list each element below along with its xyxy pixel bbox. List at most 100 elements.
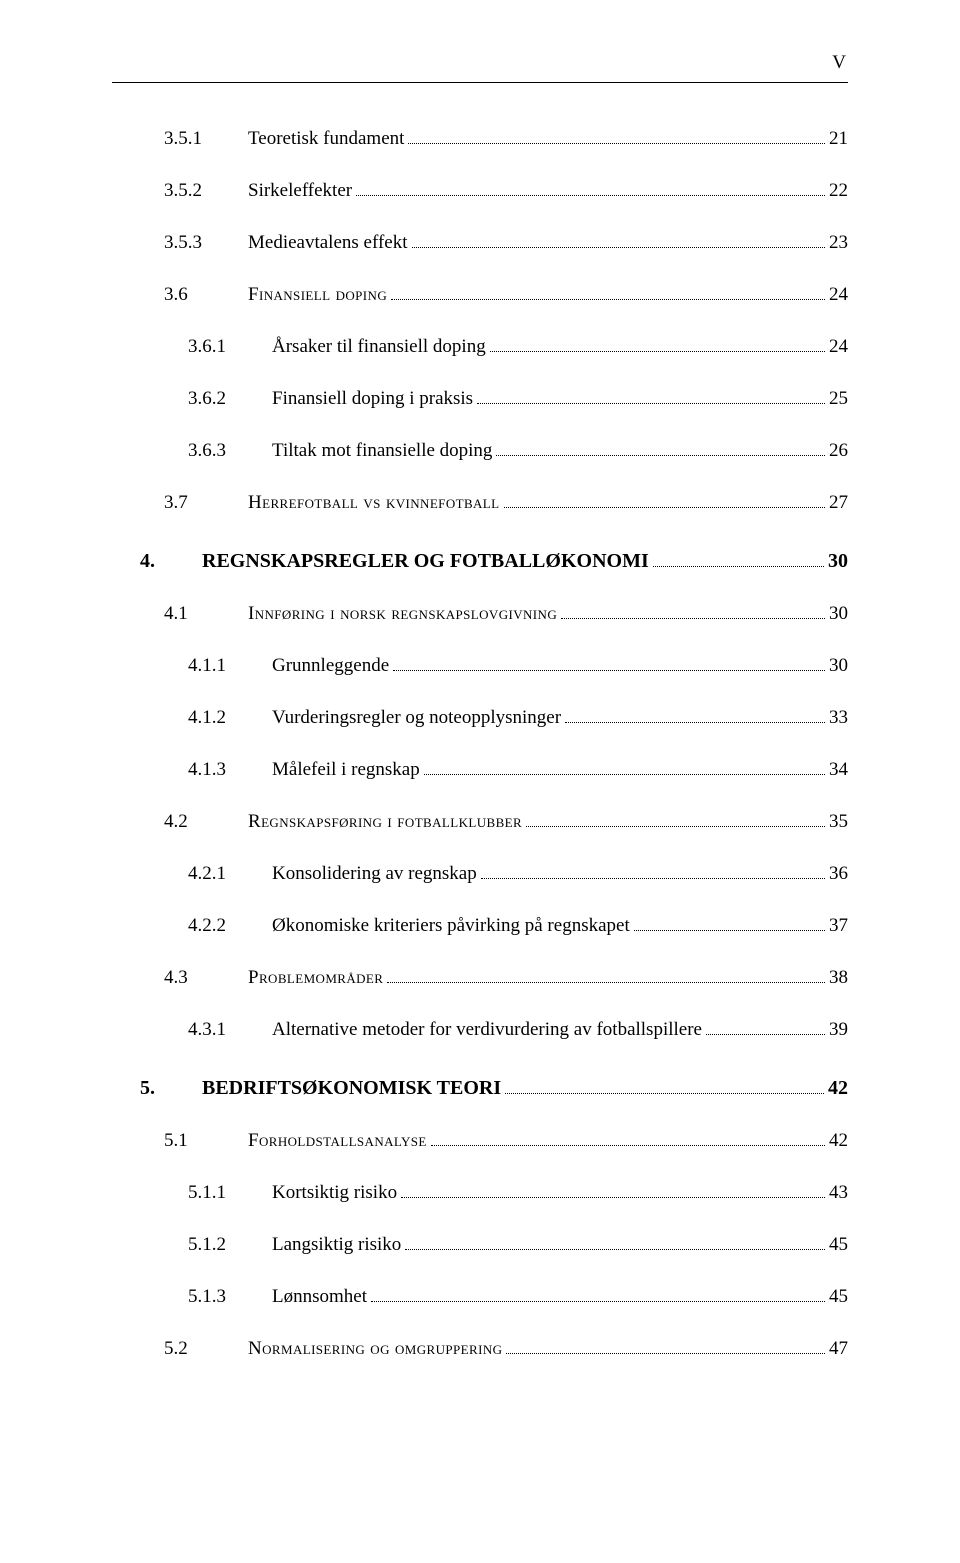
toc-entry-label: Langsiktig risiko <box>272 1234 401 1256</box>
toc-entry-leader-dots <box>526 813 825 827</box>
toc-entry: 3.5.1Teoretisk fundament 21 <box>164 128 848 150</box>
toc-entry-label: Innføring i norsk regnskapslovgivning <box>248 603 557 625</box>
toc-entry-page: 26 <box>829 440 848 462</box>
toc-entry-number: 5.1.3 <box>188 1286 272 1308</box>
toc-entry-page: 36 <box>829 863 848 885</box>
toc-entry: 4.1.2Vurderingsregler og noteopplysninge… <box>188 707 848 729</box>
toc-entry-page: 22 <box>829 180 848 202</box>
toc-entry-leader-dots <box>391 286 825 300</box>
toc-entry-number: 4.1.3 <box>188 759 272 781</box>
toc-entry-label: Tiltak mot finansielle doping <box>272 440 492 462</box>
toc-entry-leader-dots <box>634 917 825 931</box>
toc-entry-number: 3.6.3 <box>188 440 272 462</box>
toc-entry-label: Årsaker til finansiell doping <box>272 336 486 358</box>
toc-entry-page: 25 <box>829 388 848 410</box>
toc-entry-leader-dots <box>565 709 825 723</box>
toc-entry: 3.6.3Tiltak mot finansielle doping 26 <box>188 440 848 462</box>
toc-entry-page: 42 <box>828 1077 848 1100</box>
toc-entry-number: 3.5.3 <box>164 232 248 254</box>
toc-entry-number: 4.3.1 <box>188 1019 272 1041</box>
toc-entry-page: 30 <box>829 603 848 625</box>
toc-entry-label: Herrefotball vs kvinnefotball <box>248 492 500 514</box>
toc-entry-number: 5.1.2 <box>188 1234 272 1256</box>
toc-entry-label: Økonomiske kriteriers påvirking på regns… <box>272 915 630 937</box>
toc-entry-label: Kortsiktig risiko <box>272 1182 397 1204</box>
toc-entry: 3.5.3Medieavtalens effekt23 <box>164 232 848 254</box>
toc-entry-label: Sirkeleffekter <box>248 180 352 202</box>
toc-entry-leader-dots <box>412 234 826 248</box>
toc-entry-leader-dots <box>505 1079 824 1094</box>
toc-entry: 4.REGNSKAPSREGLER OG FOTBALLØKONOMI30 <box>140 550 848 573</box>
toc-entry-page: 47 <box>829 1338 848 1360</box>
toc-entry-label: Forholdstallsanalyse <box>248 1130 427 1152</box>
toc-entry-number: 4.1 <box>164 603 248 625</box>
toc-entry-label: BEDRIFTSØKONOMISK TEORI <box>202 1077 501 1100</box>
toc-entry-leader-dots <box>424 761 825 775</box>
toc-entry: 3.5.2Sirkeleffekter 22 <box>164 180 848 202</box>
toc-entry-label: Normalisering og omgruppering <box>248 1338 502 1360</box>
toc-entry-label: Grunnleggende <box>272 655 389 677</box>
toc-entry: 3.6Finansiell doping24 <box>164 284 848 306</box>
toc-entry-page: 35 <box>829 811 848 833</box>
toc-entry: 4.1.3Målefeil i regnskap34 <box>188 759 848 781</box>
toc-entry-page: 42 <box>829 1130 848 1152</box>
toc-entry-page: 21 <box>829 128 848 150</box>
header-rule <box>112 82 848 83</box>
toc-entry-leader-dots <box>561 605 825 619</box>
toc-entry: 4.3Problemområder38 <box>164 967 848 989</box>
toc-entry-page: 45 <box>829 1234 848 1256</box>
toc-entry-number: 3.5.1 <box>164 128 248 150</box>
toc-entry-label: Lønnsomhet <box>272 1286 367 1308</box>
toc-entry-page: 39 <box>829 1019 848 1041</box>
page-number-roman: V <box>832 52 846 74</box>
toc-entry-label: Vurderingsregler og noteopplysninger <box>272 707 561 729</box>
toc-entry-page: 30 <box>829 655 848 677</box>
toc-entry-page: 33 <box>829 707 848 729</box>
toc-entry: 4.2.2Økonomiske kriteriers påvirking på … <box>188 915 848 937</box>
toc-entry-page: 24 <box>829 336 848 358</box>
toc-entry-label: Teoretisk fundament <box>248 128 404 150</box>
toc-entry: 5.2Normalisering og omgruppering 47 <box>164 1338 848 1360</box>
toc-entry: 3.7Herrefotball vs kvinnefotball27 <box>164 492 848 514</box>
toc-entry-number: 3.6.2 <box>188 388 272 410</box>
toc-entry-page: 27 <box>829 492 848 514</box>
toc-entry-leader-dots <box>431 1132 825 1146</box>
toc-entry: 4.2.1Konsolidering av regnskap36 <box>188 863 848 885</box>
toc-entry-page: 38 <box>829 967 848 989</box>
toc-entry: 4.1.1Grunnleggende30 <box>188 655 848 677</box>
toc-entry-label: Regnskapsføring i fotballklubber <box>248 811 522 833</box>
toc-entry-page: 45 <box>829 1286 848 1308</box>
toc-entry-label: Finansiell doping <box>248 284 387 306</box>
toc-entry-page: 43 <box>829 1182 848 1204</box>
toc-entry: 4.3.1Alternative metoder for verdivurder… <box>188 1019 848 1041</box>
toc-entry: 3.6.1Årsaker til finansiell doping 24 <box>188 336 848 358</box>
toc-entry-number: 5. <box>140 1077 202 1100</box>
toc-entry: 4.2Regnskapsføring i fotballklubber35 <box>164 811 848 833</box>
toc-entry-label: Problemområder <box>248 967 383 989</box>
toc-entry: 5.1.3Lønnsomhet 45 <box>188 1286 848 1308</box>
toc-entry-page: 37 <box>829 915 848 937</box>
toc-entry: 5.1.2Langsiktig risiko 45 <box>188 1234 848 1256</box>
toc-entry-leader-dots <box>408 130 825 144</box>
toc-entry-number: 5.1 <box>164 1130 248 1152</box>
toc-entry-label: REGNSKAPSREGLER OG FOTBALLØKONOMI <box>202 550 649 573</box>
toc-entry-number: 3.5.2 <box>164 180 248 202</box>
toc-entry: 4.1Innføring i norsk regnskapslovgivning… <box>164 603 848 625</box>
toc-entry-leader-dots <box>481 865 825 879</box>
toc-entry-leader-dots <box>401 1184 825 1198</box>
toc-entry-number: 5.1.1 <box>188 1182 272 1204</box>
toc-entry-leader-dots <box>477 390 825 404</box>
toc-entry-leader-dots <box>504 494 826 508</box>
table-of-contents: 3.5.1Teoretisk fundament 21 3.5.2Sirkeleff… <box>140 128 848 1360</box>
toc-entry-page: 30 <box>828 550 848 573</box>
toc-entry-leader-dots <box>706 1021 825 1035</box>
toc-entry-leader-dots <box>653 552 824 567</box>
toc-entry-number: 3.6.1 <box>188 336 272 358</box>
toc-entry-number: 5.2 <box>164 1338 248 1360</box>
toc-entry-page: 24 <box>829 284 848 306</box>
toc-entry-leader-dots <box>371 1288 825 1302</box>
toc-entry-number: 4.1.2 <box>188 707 272 729</box>
toc-entry-leader-dots <box>405 1236 825 1250</box>
toc-entry-label: Alternative metoder for verdivurdering a… <box>272 1019 702 1041</box>
toc-entry: 3.6.2Finansiell doping i praksis25 <box>188 388 848 410</box>
